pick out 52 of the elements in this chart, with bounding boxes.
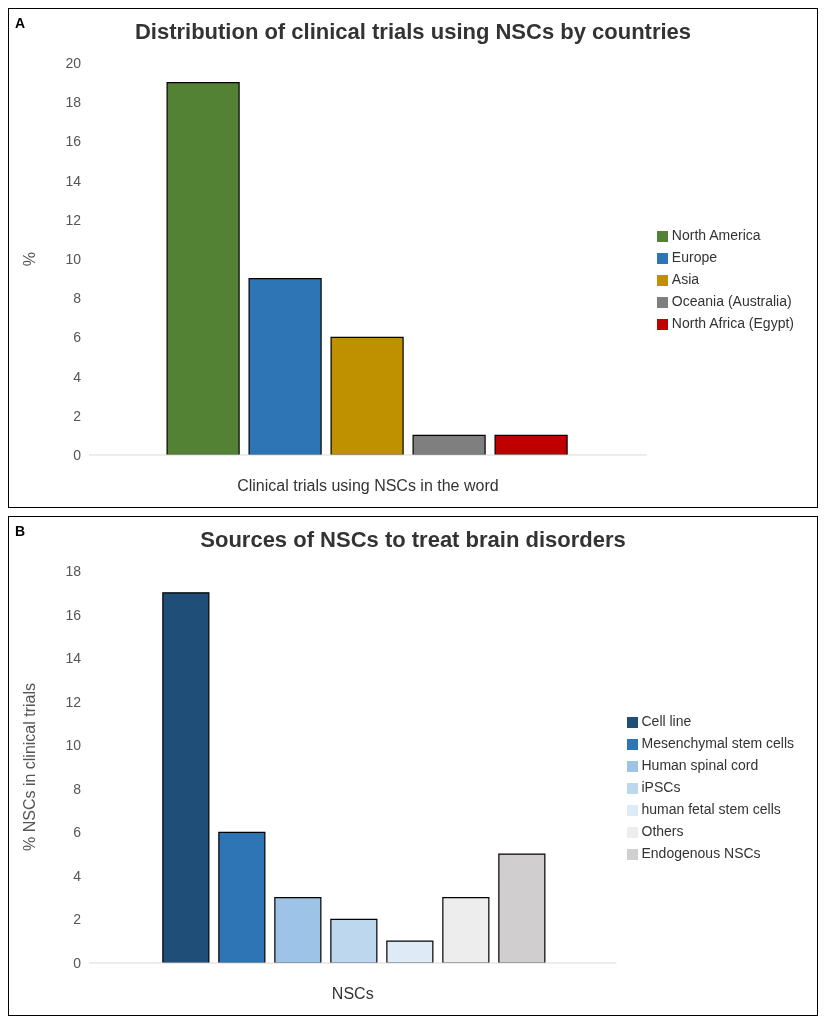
text: A (15, 15, 26, 31)
y-axis-title: % (20, 251, 38, 267)
y-tick-label: 8 (73, 780, 82, 797)
bar (386, 940, 434, 963)
y-tick-label: 10 (65, 737, 82, 754)
y-tick-label: 2 (73, 911, 82, 928)
y-tick-label: 18 (65, 562, 82, 579)
bar (494, 434, 568, 455)
y-tick-label: 12 (65, 693, 82, 710)
legend-label: Others (641, 823, 684, 839)
text: B (15, 523, 26, 539)
y-tick-label: 14 (65, 650, 82, 667)
y-tick-label: 16 (65, 133, 82, 150)
legend-label: Europe (671, 249, 717, 265)
y-tick-label: 6 (73, 329, 82, 346)
bar (248, 278, 322, 455)
y-tick-label: 8 (73, 290, 82, 307)
legend-label: Human spinal cord (641, 757, 759, 773)
y-tick-label: 4 (73, 867, 82, 884)
bar (274, 897, 322, 963)
bar (330, 336, 404, 455)
legend-label: Oceania (Australia) (671, 293, 792, 309)
chart-title: Distribution of clinical trials using NSCs by countries (134, 19, 692, 44)
legend-label: Cell line (641, 713, 692, 729)
y-tick-label: 0 (73, 446, 82, 463)
y-tick-label: 20 (65, 54, 82, 71)
legend-label: North America (671, 227, 761, 243)
x-axis-title: Clinical trials using NSCs in the word (237, 477, 499, 494)
y-tick-label: 6 (73, 824, 82, 841)
legend-label: iPSCs (641, 779, 681, 795)
y-tick-label: 12 (65, 211, 82, 228)
legend-label: human fetal stem cells (641, 801, 781, 817)
y-tick-label: 4 (73, 368, 82, 385)
bar (442, 897, 490, 963)
y-tick-label: 14 (65, 172, 82, 189)
chart-title: Sources of NSCs to treat brain disorders (200, 527, 626, 552)
y-tick-label: 16 (65, 606, 82, 623)
y-axis-title: % NSCs in clinical trials (20, 682, 38, 852)
bar (162, 592, 210, 963)
y-tick-label: 10 (65, 250, 82, 267)
legend-label: Endogenous NSCs (641, 845, 761, 861)
x-axis-title: NSCs (331, 985, 374, 1002)
legend-label: Mesenchymal stem cells (641, 735, 794, 751)
bar (412, 434, 486, 455)
legend-label: North Africa (Egypt) (671, 315, 794, 331)
y-tick-label: 0 (73, 954, 82, 971)
bar (218, 831, 266, 963)
y-tick-label: 2 (73, 407, 82, 424)
y-tick-label: 18 (65, 94, 82, 111)
bar (166, 82, 240, 455)
bar (330, 918, 378, 963)
legend-label: Asia (671, 271, 700, 287)
